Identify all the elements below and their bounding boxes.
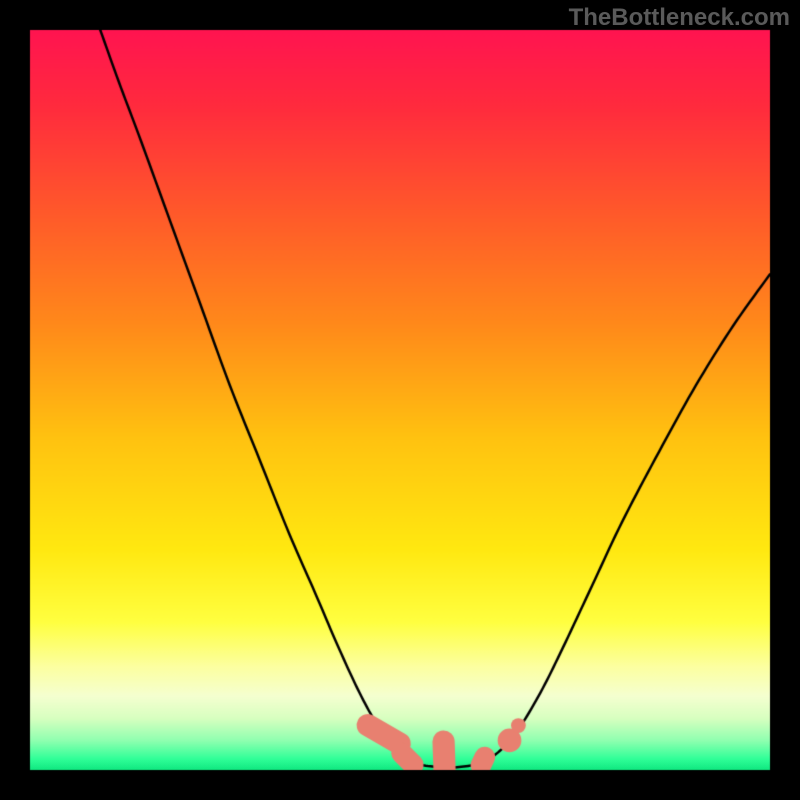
chart-stage: TheBottleneck.com: [0, 0, 800, 800]
bottleneck-chart-canvas: [0, 0, 800, 800]
